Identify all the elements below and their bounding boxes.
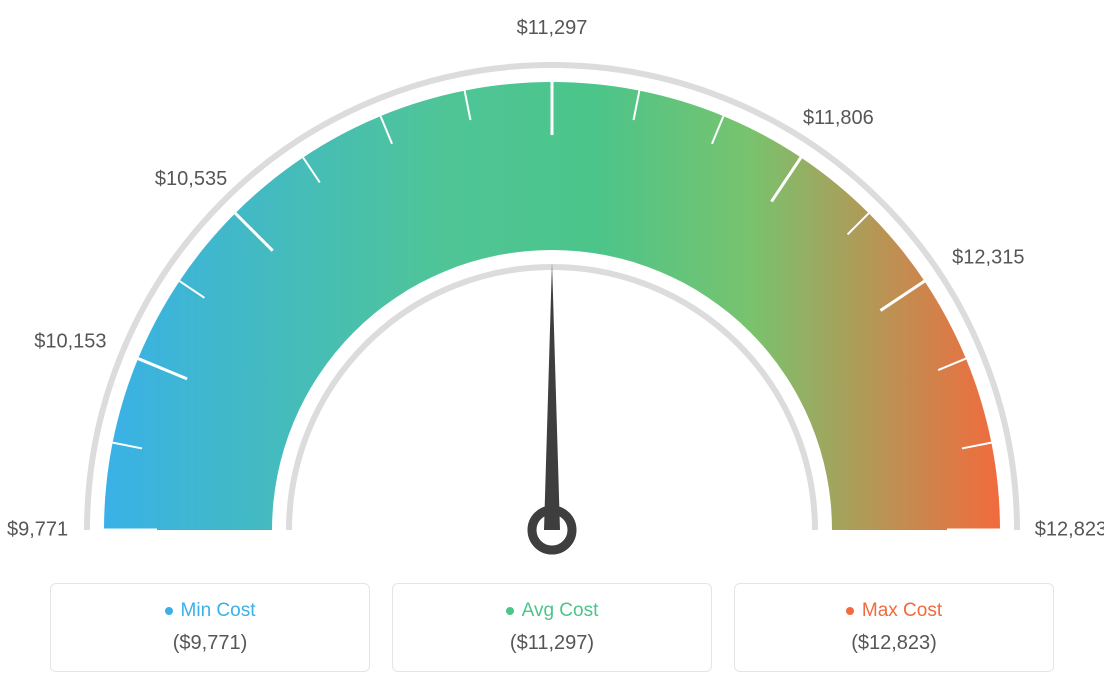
gauge-tick-label: $10,535 bbox=[155, 167, 227, 190]
legend-title-avg: Avg Cost bbox=[506, 600, 599, 622]
legend-dot-avg bbox=[506, 607, 514, 615]
legend-value-max: ($12,823) bbox=[735, 632, 1053, 655]
gauge-tick-label: $10,153 bbox=[34, 331, 106, 354]
legend-card-avg: Avg Cost ($11,297) bbox=[392, 583, 712, 672]
legend-row: Min Cost ($9,771) Avg Cost ($11,297) Max… bbox=[50, 583, 1054, 672]
legend-label-avg: Avg Cost bbox=[522, 600, 599, 622]
legend-value-avg: ($11,297) bbox=[393, 632, 711, 655]
legend-title-max: Max Cost bbox=[846, 600, 942, 622]
legend-dot-max bbox=[846, 607, 854, 615]
gauge-tick-label: $11,806 bbox=[803, 106, 874, 129]
legend-value-min: ($9,771) bbox=[51, 632, 369, 655]
gauge-tick-label: $12,315 bbox=[952, 246, 1024, 269]
legend-dot-min bbox=[165, 607, 173, 615]
legend-title-min: Min Cost bbox=[165, 600, 256, 622]
gauge-chart: $9,771 $10,153 $10,535 $11,297 $11,806 $12,31… bbox=[0, 0, 1104, 560]
legend-card-max: Max Cost ($12,823) bbox=[734, 583, 1054, 672]
legend-label-max: Max Cost bbox=[862, 600, 942, 622]
gauge-tick-label: $12,823 bbox=[1035, 519, 1104, 542]
gauge-tick-label: $11,297 bbox=[517, 17, 588, 40]
gauge-tick-label: $9,771 bbox=[7, 519, 68, 542]
legend-card-min: Min Cost ($9,771) bbox=[50, 583, 370, 672]
legend-label-min: Min Cost bbox=[181, 600, 256, 622]
gauge-svg bbox=[0, 0, 1104, 560]
